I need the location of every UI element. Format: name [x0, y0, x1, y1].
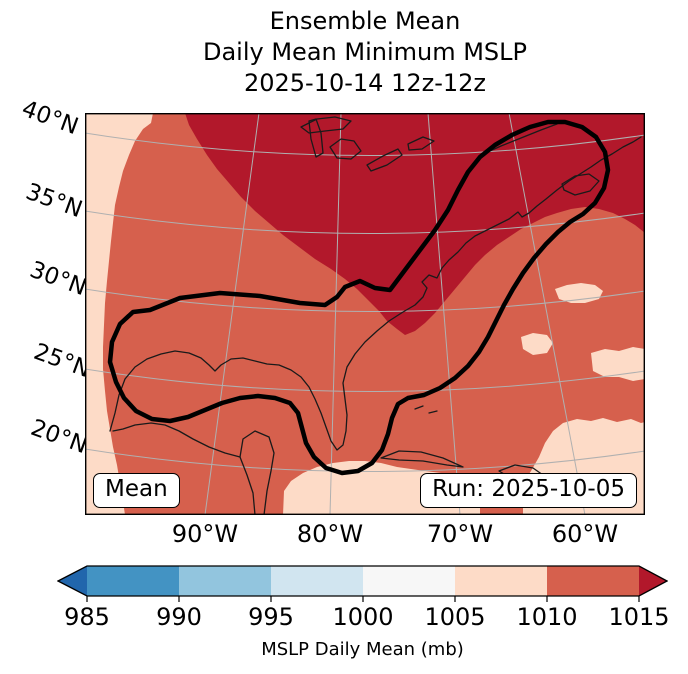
cbar-tick-1005: 1005 [424, 603, 486, 631]
title-line-1: Ensemble Mean [269, 7, 461, 35]
title-line-2: Daily Mean Minimum MSLP [202, 38, 528, 66]
ensemble-contour [107, 119, 611, 476]
lon-label-90w: 90°W [171, 520, 239, 548]
cbar-tick-1015: 1015 [608, 603, 670, 631]
meridian-70w [427, 113, 461, 515]
islands-bahamas [414, 405, 438, 414]
cbar-tick-1000: 1000 [332, 603, 394, 631]
lon-label-70w: 70°W [426, 520, 494, 548]
colorbar-seg-1000-1005 [363, 566, 455, 596]
lake-ontario [407, 136, 435, 151]
lon-label-60w: 60°W [551, 520, 619, 548]
coast-gulf-atlantic [109, 136, 642, 451]
colorbar-axis-label: MSLP Daily Mean (mb) [261, 639, 464, 660]
cbar-tick-990: 990 [156, 603, 202, 631]
cbar-tick-995: 995 [248, 603, 294, 631]
graticule [85, 113, 645, 515]
coast-st-lawrence [480, 123, 558, 156]
lat-label-20n: 20°N [27, 414, 91, 460]
colorbar-seg-985-990 [87, 566, 179, 596]
lake-huron [329, 138, 362, 160]
colorbar-under-arrow [58, 566, 87, 596]
lake-michigan [308, 118, 324, 158]
colorbar-tick-marks [86, 596, 640, 602]
colorbar-seg-1005-1010 [455, 566, 547, 596]
light-patch-atlantic-3 [521, 333, 553, 355]
map-frame [85, 113, 645, 515]
cbar-tick-1010: 1010 [516, 603, 578, 631]
colorbar-seg-1010-1015 [547, 566, 639, 596]
parallel-20n [85, 448, 645, 472]
mean-label-box: Mean [93, 473, 180, 508]
run-label-box: Run: 2025-10-05 [420, 473, 637, 508]
coastlines [109, 116, 642, 515]
parallel-30n [85, 288, 645, 312]
lat-label-35n: 35°N [22, 178, 86, 224]
coast-yucatan [239, 430, 275, 515]
meridian-90w [204, 113, 260, 515]
lake-erie [366, 148, 403, 172]
parallel-40n [85, 132, 645, 156]
lake-superior [300, 116, 352, 134]
coast-nova-scotia [561, 173, 600, 196]
map-panel: Mean Run: 2025-10-05 [85, 113, 645, 515]
parallel-25n [85, 368, 645, 392]
title-line-3: 2025-10-14 12z-12z [243, 69, 487, 97]
lon-label-80w: 80°W [296, 520, 364, 548]
colorbar-over-arrow [639, 566, 667, 596]
meridian-60w [508, 113, 586, 515]
lat-label-40n: 40°N [18, 95, 82, 141]
colorbar-seg-995-1000 [271, 566, 363, 596]
island-cuba [380, 450, 464, 468]
coast-campeche [112, 422, 241, 458]
fill-over-1015 [185, 113, 645, 335]
map-canvas [85, 113, 645, 515]
lat-label-30n: 30°N [26, 256, 90, 302]
colorbar-seg-990-995 [179, 566, 271, 596]
meridian-80w [329, 113, 342, 515]
colorbar [57, 565, 668, 602]
cbar-tick-985: 985 [64, 603, 110, 631]
figure-title: Ensemble Mean Daily Mean Minimum MSLP 20… [203, 6, 527, 99]
